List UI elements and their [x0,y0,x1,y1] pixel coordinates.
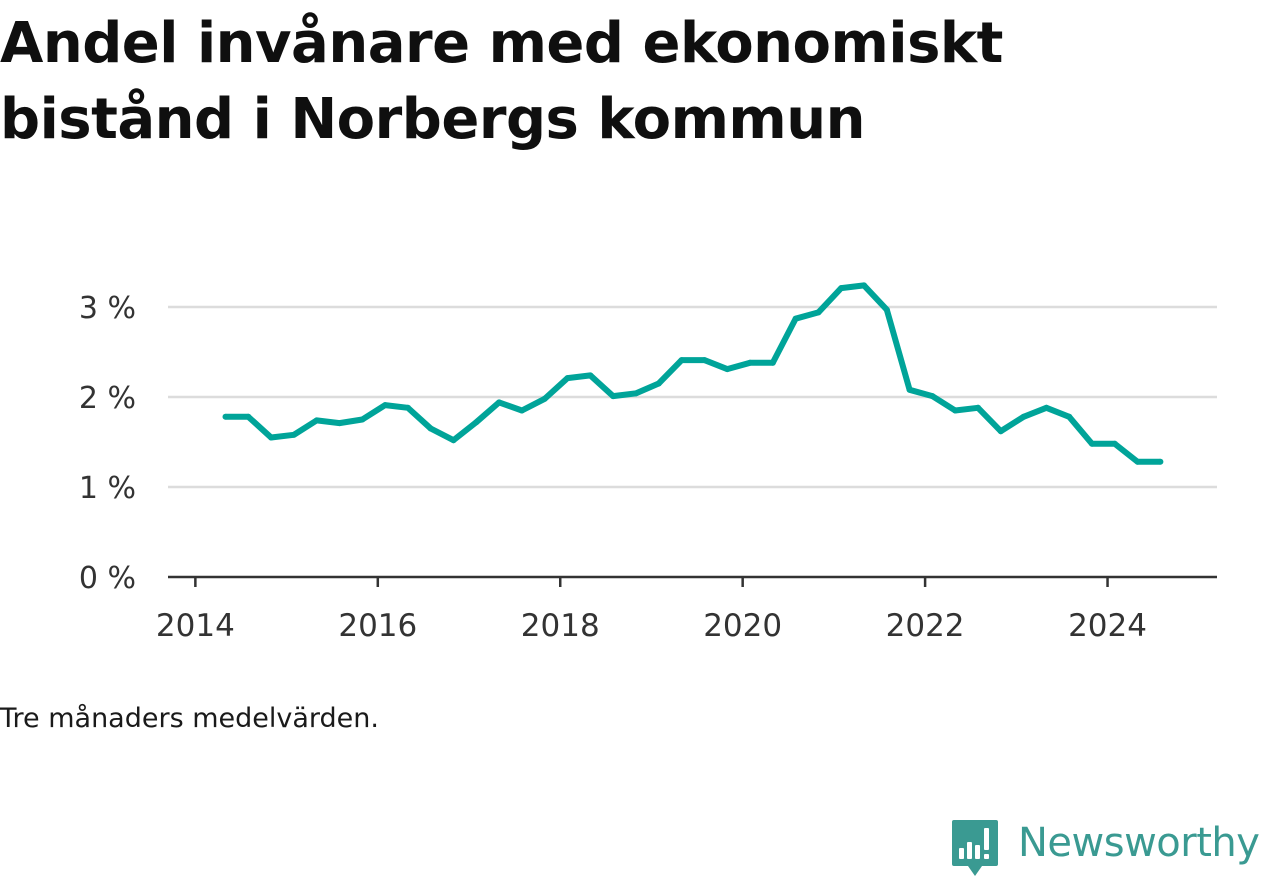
data-point [245,413,252,420]
data-point [610,393,617,400]
data-point [929,393,936,400]
line-chart: 0 % 1 % 2 % 3 % 2014 2016 2018 2020 2022 2024 [79,282,1217,644]
x-tick-label: 2018 [521,608,600,644]
chart-title: Andel invånare med ekonomiskt bistånd i … [0,11,1003,152]
data-point [747,359,753,366]
data-point [290,431,297,438]
y-tick-label: 2 % [79,381,136,416]
data-point [313,417,320,424]
series-points [222,282,1164,465]
data-point [541,395,548,402]
data-point [883,306,890,313]
y-tick-label: 0 % [79,561,136,596]
data-point [404,404,411,411]
data-point [336,420,343,427]
data-point [564,375,571,382]
data-point [701,357,708,364]
data-point [427,425,434,432]
data-point [1066,413,1073,420]
x-tick-label: 2016 [338,608,417,644]
data-point [975,404,981,411]
data-point [496,399,503,406]
data-point [997,428,1004,435]
series-layer [222,282,1164,465]
data-point [359,416,366,423]
data-point [1020,413,1027,420]
x-axis: 2014 2016 2018 2020 2022 2024 [156,575,1217,644]
data-point [518,407,525,414]
newsworthy-logo-icon [952,820,998,876]
chart-note: Tre månaders medelvärden. [0,703,379,734]
data-point [382,402,389,409]
data-point [678,357,685,364]
data-point [1089,440,1095,447]
data-point [1043,404,1050,411]
data-point [450,437,457,444]
data-point [1134,458,1141,465]
data-point [268,434,275,441]
x-tick-label: 2020 [703,608,782,644]
data-point [222,413,229,420]
series-line-0 [225,282,1161,465]
x-tick-label: 2022 [886,608,965,644]
data-point [473,419,480,426]
data-point [1111,440,1118,447]
y-tick-label: 3 % [79,291,136,326]
data-point [1157,458,1164,465]
data-point [906,386,913,393]
data-point [769,359,776,366]
gridlines [168,305,1217,489]
data-point [792,315,799,322]
y-tick-label: 1 % [79,471,136,506]
brand-logo[interactable]: Newsworthy [950,818,1260,880]
x-tick-label: 2014 [156,608,235,644]
data-point [838,285,845,292]
data-point [815,309,822,316]
y-axis-labels: 0 % 1 % 2 % 3 % [79,291,136,596]
data-point [952,407,959,414]
data-point [861,282,867,289]
data-point [655,380,662,387]
data-point [632,390,639,397]
brand-name: Newsworthy [1018,820,1260,866]
x-tick-label: 2024 [1068,608,1147,644]
data-point [724,366,731,373]
data-point [587,372,594,379]
